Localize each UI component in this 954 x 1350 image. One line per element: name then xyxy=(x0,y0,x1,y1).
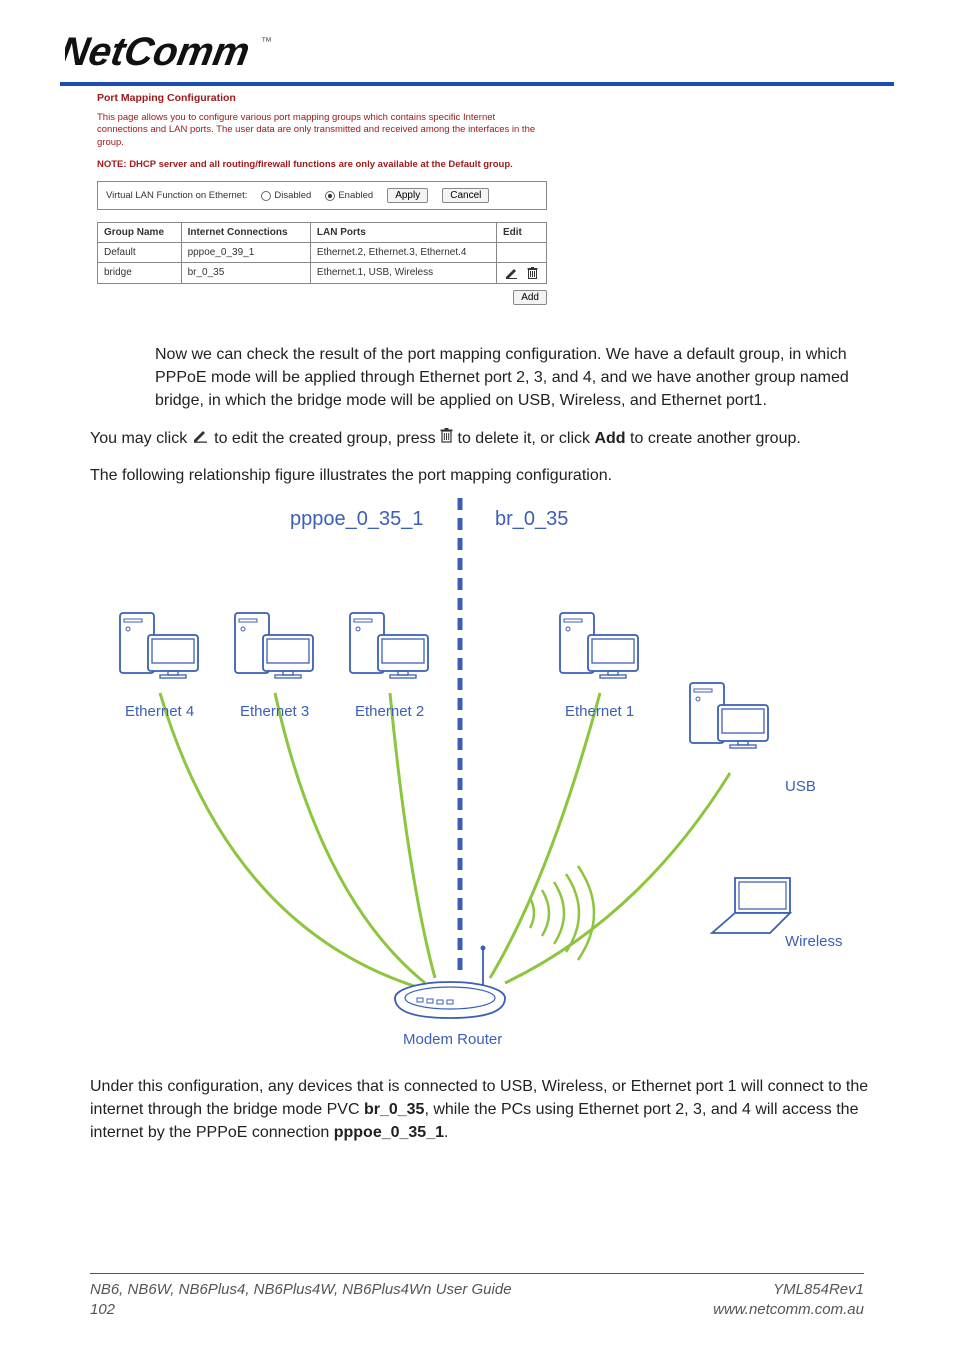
port-mapping-table: Group Name Internet Connections LAN Port… xyxy=(97,222,547,284)
trash-icon[interactable] xyxy=(527,268,538,279)
cancel-button[interactable]: Cancel xyxy=(442,188,489,203)
label-eth2: Ethernet 2 xyxy=(355,703,424,720)
port-mapping-screenshot: Port Mapping Configuration This page all… xyxy=(97,92,547,305)
footer-rule xyxy=(90,1273,864,1274)
label-eth3: Ethernet 3 xyxy=(240,703,309,720)
enabled-radio[interactable]: Enabled xyxy=(325,190,373,201)
col-group-name: Group Name xyxy=(98,223,182,243)
paragraph-3: The following relationship figure illust… xyxy=(90,464,890,487)
label-usb: USB xyxy=(785,778,816,795)
paragraph-1: Now we can check the result of the port … xyxy=(155,343,875,413)
footer-left: NB6, NB6W, NB6Plus4, NB6Plus4W, NB6Plus4… xyxy=(90,1280,512,1319)
port-mapping-diagram: pppoe_0_35_1 br_0_35 Ethernet 4 Ethernet… xyxy=(90,498,890,1058)
paragraph-2: You may click to edit the created group,… xyxy=(90,427,890,450)
label-router: Modem Router xyxy=(403,1031,502,1048)
label-eth1: Ethernet 1 xyxy=(565,703,634,720)
vlan-row: Virtual LAN Function on Ethernet: Disabl… xyxy=(97,181,547,210)
paragraph-4: Under this configuration, any devices th… xyxy=(90,1075,880,1145)
edit-icon[interactable] xyxy=(505,268,522,279)
netcomm-logo: NetComm ™ xyxy=(65,25,285,80)
add-button[interactable]: Add xyxy=(513,290,547,305)
col-lan-ports: LAN Ports xyxy=(310,223,496,243)
screenshot-note: NOTE: DHCP server and all routing/firewa… xyxy=(97,159,547,171)
disabled-radio[interactable]: Disabled xyxy=(261,190,311,201)
col-edit: Edit xyxy=(497,223,547,243)
label-eth4: Ethernet 4 xyxy=(125,703,194,720)
svg-text:™: ™ xyxy=(261,36,272,48)
table-row: Default pppoe_0_39_1 Ethernet.2, Etherne… xyxy=(98,243,547,263)
apply-button[interactable]: Apply xyxy=(387,188,428,203)
table-row: bridge br_0_35 Ethernet.1, USB, Wireless xyxy=(98,263,547,284)
col-internet-conn: Internet Connections xyxy=(181,223,310,243)
footer-right: YML854Rev1www.netcomm.com.au xyxy=(713,1280,864,1319)
svg-text:NetComm: NetComm xyxy=(65,29,253,74)
vlan-label: Virtual LAN Function on Ethernet: xyxy=(106,190,247,201)
table-header-row: Group Name Internet Connections LAN Port… xyxy=(98,223,547,243)
label-wireless: Wireless xyxy=(785,933,843,950)
header-rule xyxy=(60,82,894,86)
label-br: br_0_35 xyxy=(495,508,568,531)
screenshot-desc: This page allows you to configure variou… xyxy=(97,112,547,149)
screenshot-title: Port Mapping Configuration xyxy=(97,92,547,104)
trash-icon xyxy=(440,427,453,450)
edit-icon xyxy=(192,427,210,450)
label-pppoe: pppoe_0_35_1 xyxy=(290,508,423,531)
